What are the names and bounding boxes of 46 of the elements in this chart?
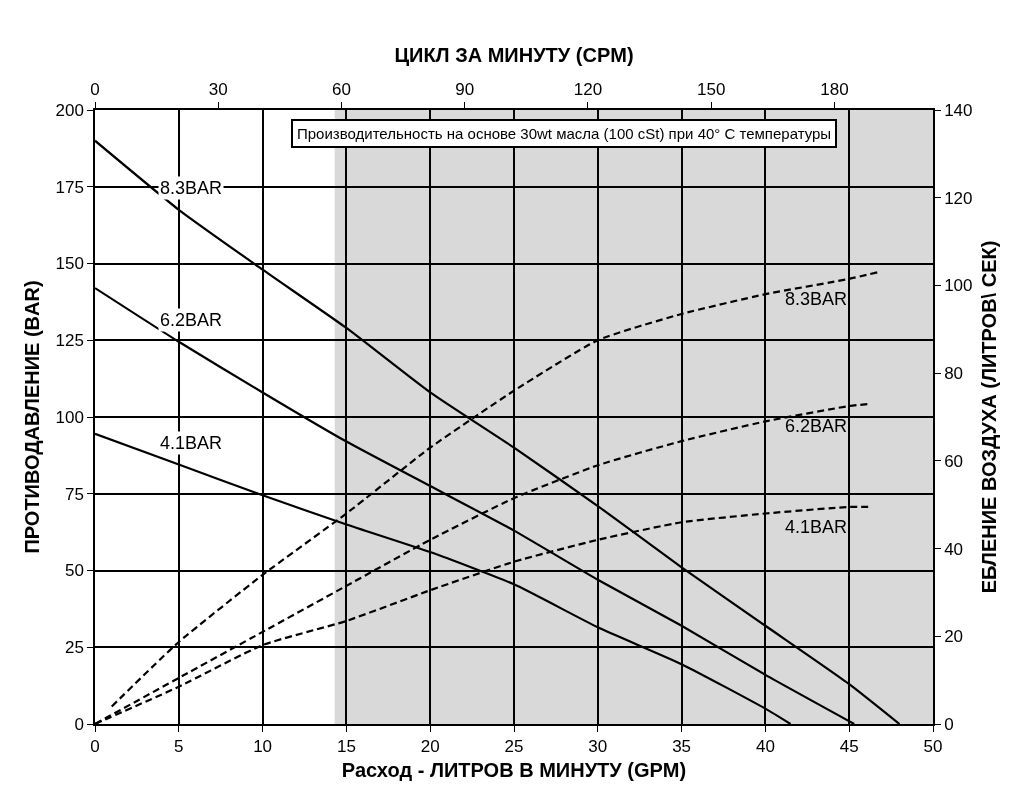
annotation: Производительность на основе 30wt масла (100 cSt) при 40° C температуры: [297, 125, 832, 142]
y-tick-label: 125: [55, 331, 84, 351]
x-axis-title: Расход - ЛИТРОВ В МИНУТУ (GPM): [341, 759, 687, 782]
x2-axis-title: ЦИКЛ ЗА МИНУТУ (CPM): [394, 44, 634, 67]
y-axis-title: ПРОТИВОДАВЛЕНИЕ (BAR): [21, 280, 44, 554]
x-tick-label: 30: [588, 737, 608, 757]
x-tick-label: 15: [336, 737, 356, 757]
y2-tick-label: 140: [944, 100, 973, 120]
y2-tick-label: 20: [944, 627, 964, 647]
y-tick-label: 100: [55, 407, 84, 427]
y-tick-label: 150: [55, 254, 84, 274]
y-tick-label: 25: [64, 638, 84, 658]
series-label: 8.3BAR: [160, 178, 223, 198]
x-tick-label: 45: [839, 737, 859, 757]
x-tick-label: 20: [420, 737, 440, 757]
x-tick-label: 40: [755, 737, 775, 757]
series-label: 8.3BAR: [785, 289, 848, 309]
x-tick-label: 25: [504, 737, 524, 757]
x-tick-label: 50: [923, 737, 943, 757]
y-tick-label: 200: [55, 100, 84, 120]
series-label: 4.1BAR: [160, 433, 223, 453]
x2-tick-label: 90: [455, 80, 475, 100]
x-tick-label: 5: [174, 737, 184, 757]
y2-axis-title: ЕБЛЕНИЕ ВОЗДУХА (ЛИТРОВ\ СЕК): [977, 240, 1000, 594]
x2-tick-label: 120: [573, 80, 603, 100]
y-tick-label: 75: [64, 484, 84, 504]
y2-tick-label: 60: [944, 451, 964, 471]
series-label: 4.1BAR: [785, 517, 848, 537]
x-tick-label: 35: [672, 737, 692, 757]
x-tick-label: 10: [253, 737, 273, 757]
x2-tick-label: 150: [696, 80, 726, 100]
y-tick-label: 0: [74, 714, 84, 734]
series-label: 6.2BAR: [785, 416, 848, 436]
y2-tick-label: 80: [944, 364, 964, 384]
y2-tick-label: 120: [944, 188, 973, 208]
y2-tick-label: 100: [944, 276, 973, 296]
x2-tick-label: 180: [820, 80, 849, 100]
x2-tick-label: 60: [332, 80, 351, 100]
y2-tick-label: 0: [944, 714, 954, 734]
x2-tick-label: 0: [90, 80, 100, 100]
x2-tick-label: 30: [208, 80, 228, 100]
y-tick-label: 50: [64, 561, 84, 581]
y2-tick-label: 40: [944, 539, 964, 559]
y-tick-label: 175: [55, 177, 84, 197]
x-tick-label: 0: [90, 737, 100, 757]
series-label: 6.2BAR: [160, 310, 223, 330]
